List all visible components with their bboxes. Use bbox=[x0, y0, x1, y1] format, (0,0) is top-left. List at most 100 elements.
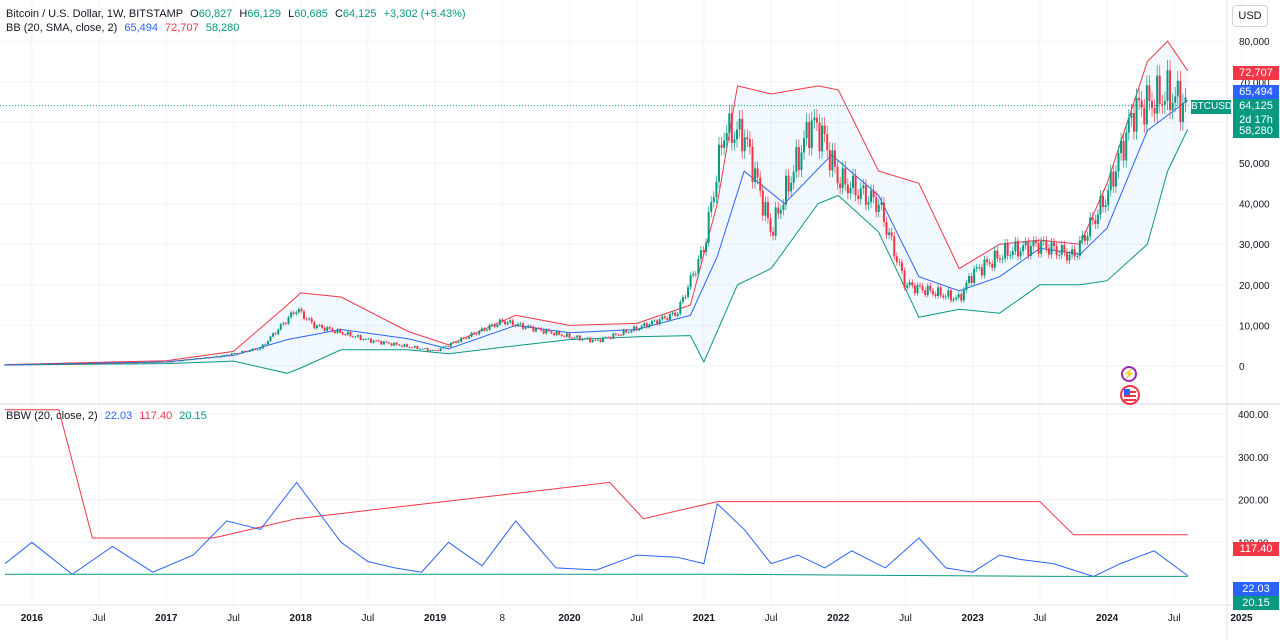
candle-body bbox=[284, 323, 287, 325]
candle-body bbox=[545, 329, 548, 334]
candle-body bbox=[581, 339, 584, 341]
candle-body bbox=[1027, 241, 1030, 256]
candle-body bbox=[398, 344, 401, 346]
candle-body bbox=[555, 331, 558, 336]
candle-body bbox=[960, 294, 963, 301]
flash-icon[interactable]: ⚡ bbox=[1121, 366, 1137, 382]
countdown: 2d 17h bbox=[1239, 114, 1273, 126]
candle-body bbox=[1055, 245, 1058, 256]
candle-body bbox=[1166, 70, 1169, 101]
candle-body bbox=[1181, 102, 1184, 122]
candle-body bbox=[150, 362, 153, 363]
bbw-highest-line bbox=[5, 409, 1188, 539]
candle-body bbox=[491, 324, 494, 326]
candle-body bbox=[859, 188, 862, 199]
candle-body bbox=[846, 184, 849, 194]
candle-body bbox=[929, 285, 932, 291]
candle-body bbox=[1140, 100, 1143, 108]
candle-body bbox=[34, 364, 37, 365]
candle-body bbox=[578, 335, 581, 341]
bb-band-fill bbox=[5, 42, 1188, 374]
candle-body bbox=[748, 139, 751, 147]
candle-body bbox=[1184, 97, 1187, 103]
candle-body bbox=[395, 342, 398, 345]
candle-body bbox=[364, 338, 367, 340]
candle-body bbox=[496, 324, 499, 327]
currency-button[interactable]: USD bbox=[1232, 5, 1268, 27]
candle-body bbox=[741, 118, 744, 152]
candle-body bbox=[1019, 251, 1022, 257]
candle-body bbox=[171, 361, 174, 363]
candle-body bbox=[589, 337, 592, 343]
candle-body bbox=[991, 263, 994, 268]
candle-body bbox=[86, 363, 89, 365]
candle-body bbox=[818, 122, 821, 152]
candle-body bbox=[952, 299, 955, 301]
candle-body bbox=[457, 341, 460, 343]
candle-body bbox=[661, 316, 664, 320]
candle-body bbox=[181, 360, 184, 362]
candle-body bbox=[998, 258, 1001, 260]
candle-body bbox=[424, 348, 427, 350]
candle-body bbox=[1151, 100, 1154, 108]
candle-body bbox=[274, 333, 277, 335]
candle-body bbox=[635, 326, 638, 331]
time-axis-label: Jul bbox=[227, 613, 240, 624]
candle-body bbox=[805, 122, 808, 139]
candle-body bbox=[179, 360, 182, 362]
candle-body bbox=[877, 204, 880, 213]
candle-body bbox=[413, 346, 416, 348]
price-axis-label: 40,000 bbox=[1239, 200, 1270, 211]
candle-body bbox=[421, 348, 424, 350]
candle-body bbox=[761, 190, 764, 216]
candle-body bbox=[344, 334, 347, 336]
candle-body bbox=[516, 323, 519, 326]
candle-body bbox=[380, 341, 383, 345]
candle-body bbox=[212, 356, 215, 358]
candle-body bbox=[730, 113, 733, 143]
candle-body bbox=[455, 342, 458, 343]
candle-body bbox=[135, 362, 138, 364]
candle-body bbox=[630, 330, 633, 333]
candle-body bbox=[764, 202, 767, 216]
candle-body bbox=[671, 312, 674, 315]
price-axis-label: 0 bbox=[1239, 362, 1245, 373]
bb-legend-lower: 58,280 bbox=[205, 22, 240, 34]
candle-body bbox=[609, 337, 612, 339]
time-axis-label: 2020 bbox=[558, 613, 581, 624]
candle-body bbox=[241, 351, 244, 354]
candle-body bbox=[429, 350, 432, 352]
bbw-lowest-line bbox=[5, 573, 1188, 577]
candle-body bbox=[844, 168, 847, 185]
legend-title: Bitcoin / U.S. Dollar, 1W, BITSTAMP bbox=[6, 8, 184, 20]
candle-body bbox=[558, 331, 561, 335]
bbw-line bbox=[4, 481, 1188, 578]
candle-body bbox=[591, 339, 594, 343]
candle-body bbox=[913, 285, 916, 294]
candle-body bbox=[710, 201, 713, 213]
candle-body bbox=[707, 212, 710, 243]
time-axis-label: 2022 bbox=[827, 613, 850, 624]
candle-body bbox=[163, 361, 166, 363]
candle-body bbox=[1032, 240, 1035, 247]
legend-change: +3,302 (+5.43%) bbox=[383, 8, 466, 20]
candle-body bbox=[400, 345, 403, 347]
candle-body bbox=[313, 322, 316, 329]
time-axis-label: Jul bbox=[1033, 613, 1046, 624]
time-axis-label: 8 bbox=[499, 613, 505, 624]
candle-body bbox=[130, 362, 133, 364]
candle-body bbox=[1153, 107, 1156, 114]
candle-body bbox=[199, 358, 202, 360]
candle-body bbox=[715, 181, 718, 198]
candle-body bbox=[29, 364, 32, 366]
candle-body bbox=[302, 311, 305, 319]
us-flag-icon[interactable] bbox=[1120, 385, 1140, 405]
candle-body bbox=[125, 362, 128, 364]
candle-body bbox=[640, 326, 643, 329]
candle-body bbox=[207, 357, 210, 359]
candle-body bbox=[94, 363, 97, 365]
candle-body bbox=[9, 364, 12, 366]
candle-body bbox=[45, 363, 48, 365]
candle-body bbox=[192, 359, 195, 361]
